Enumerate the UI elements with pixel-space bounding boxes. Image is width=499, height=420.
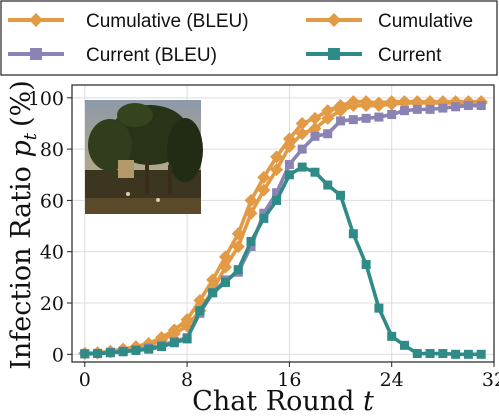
data-point <box>231 240 245 254</box>
y-axis-title: Infection Ratio pt(%) <box>6 80 41 370</box>
data-point <box>425 349 435 359</box>
data-point <box>451 349 461 359</box>
legend-label: Current (BLEU) <box>86 45 217 66</box>
x-tick-label: 24 <box>380 369 404 391</box>
data-point <box>476 101 486 111</box>
data-point <box>244 206 258 220</box>
data-point <box>297 162 307 172</box>
y-tick-label: 0 <box>52 344 64 366</box>
data-point <box>218 260 232 274</box>
data-point <box>361 113 371 123</box>
legend-entry-current: Current <box>306 45 442 66</box>
data-point <box>157 342 167 352</box>
data-point <box>387 331 397 341</box>
data-point <box>80 349 90 359</box>
data-point <box>438 349 448 359</box>
data-point <box>425 104 435 114</box>
data-point <box>93 349 103 359</box>
data-point <box>310 167 320 177</box>
data-point <box>272 188 282 198</box>
data-point <box>257 170 271 184</box>
y-tick-label: 60 <box>40 190 64 212</box>
data-point <box>336 116 346 126</box>
data-point <box>323 129 333 139</box>
data-point <box>399 340 409 350</box>
data-point <box>412 349 422 359</box>
x-axis-title: Chat Round t <box>192 386 374 417</box>
x-tick-label: 8 <box>181 369 193 391</box>
data-point <box>246 236 256 246</box>
data-point <box>182 334 192 344</box>
legend: Cumulative (BLEU) Cumulative Current (BL… <box>0 0 498 76</box>
x-tick-label: 16 <box>277 369 301 391</box>
y-tick-label: 20 <box>40 293 64 315</box>
data-point <box>412 104 422 114</box>
data-point <box>208 288 218 298</box>
data-point <box>284 170 294 180</box>
data-point <box>399 106 409 116</box>
data-point <box>321 111 335 125</box>
data-point <box>463 349 473 359</box>
data-point <box>321 104 335 118</box>
data-point <box>385 97 399 111</box>
data-point <box>372 99 386 113</box>
data-point <box>220 277 230 287</box>
data-point <box>297 144 307 154</box>
series <box>78 95 488 361</box>
legend-label: Cumulative (BLEU) <box>86 11 249 32</box>
data-point <box>131 345 141 355</box>
data-point <box>270 163 284 177</box>
data-point <box>476 349 486 359</box>
data-point <box>169 338 179 348</box>
forest-painting-icon <box>85 100 203 214</box>
y-tick-label: 100 <box>28 88 64 110</box>
y-tick-label: 40 <box>40 242 64 264</box>
data-point <box>323 180 333 190</box>
data-point <box>348 115 358 125</box>
data-point <box>295 116 309 130</box>
data-point <box>463 101 473 111</box>
legend-entry-cumulative-bleu: Cumulative (BLEU) <box>8 11 249 32</box>
data-point <box>118 347 128 357</box>
data-point <box>246 242 256 252</box>
data-point <box>361 260 371 270</box>
data-point <box>438 103 448 113</box>
data-point <box>451 102 461 112</box>
legend-entry-cumulative: Cumulative <box>306 11 473 32</box>
data-point <box>359 99 373 113</box>
data-point <box>233 265 243 275</box>
data-point <box>105 348 115 358</box>
data-point <box>282 140 296 154</box>
data-point <box>295 127 309 141</box>
legend-label: Current <box>378 45 442 66</box>
x-tick-label: 0 <box>79 369 91 391</box>
legend-frame <box>0 0 498 76</box>
data-point <box>336 190 346 200</box>
data-point <box>257 183 271 197</box>
data-point <box>259 213 269 223</box>
data-point <box>310 131 320 141</box>
data-point <box>308 111 322 125</box>
data-point <box>348 229 358 239</box>
data-point <box>374 112 384 122</box>
data-point <box>259 208 269 218</box>
ticks: 0 20 40 60 80 100 0 8 16 24 32 <box>28 88 499 391</box>
x-tick-label: 32 <box>482 369 499 391</box>
series-current <box>80 162 486 359</box>
data-point <box>334 104 348 118</box>
data-point <box>284 160 294 170</box>
plot-frame <box>71 84 495 363</box>
data-point <box>374 303 384 313</box>
y-tick-label: 80 <box>40 139 64 161</box>
data-point <box>144 344 154 354</box>
data-point <box>346 99 360 113</box>
data-point <box>195 306 205 316</box>
data-point <box>272 195 282 205</box>
legend-entry-current-bleu: Current (BLEU) <box>8 45 217 66</box>
data-point <box>387 109 397 119</box>
legend-label: Cumulative <box>378 11 473 32</box>
